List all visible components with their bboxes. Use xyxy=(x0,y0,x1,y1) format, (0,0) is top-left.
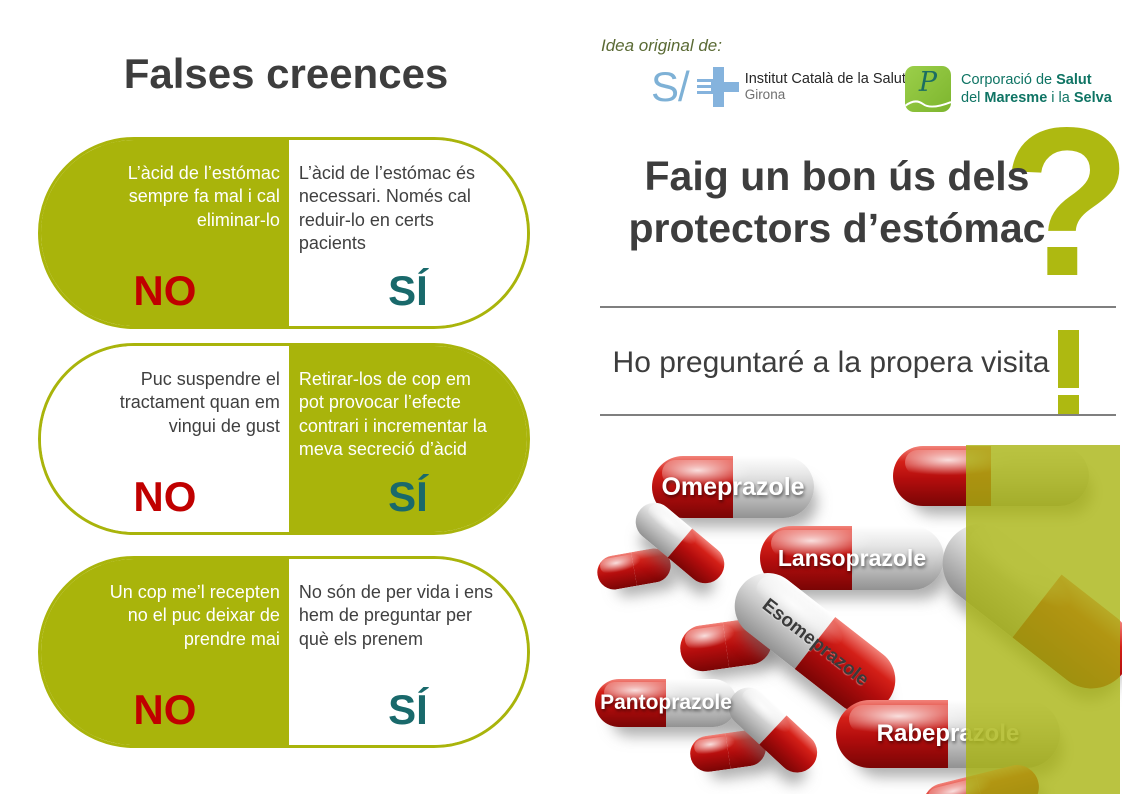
belief-3-myth: Un cop me’l recepten no el puc deixar de… xyxy=(41,559,289,745)
ask-next-visit-text: Ho preguntaré a la propera visita xyxy=(612,346,1050,379)
csms-p-glyph: P xyxy=(918,67,938,98)
pill-label: Pantoprazole xyxy=(600,691,732,714)
belief-1-fact-text: L’àcid de l’estómac és necessari. Només … xyxy=(298,163,475,254)
belief-3-myth-text: Un cop me’l recepten no el puc deixar de… xyxy=(109,582,280,649)
belief-3-no-label: NO xyxy=(133,686,197,733)
belief-1-fact: L’àcid de l’estómac és necessari. Només … xyxy=(288,140,527,326)
pill-lansoprazole: Lansoprazole xyxy=(760,526,944,590)
pill-pantoprazole: Pantoprazole xyxy=(595,679,737,727)
csms-name: Corporació de Salut del Maresme i la Sel… xyxy=(961,71,1112,106)
pill-label: Omeprazole xyxy=(661,472,805,501)
false-beliefs-title: Falses creences xyxy=(123,50,449,97)
belief-1-no-label: NO xyxy=(133,267,197,314)
belief-3-yes-label: SÍ xyxy=(388,686,428,733)
belief-3-fact: No són de per vida i ens hem de pregunta… xyxy=(288,559,527,745)
good-use-headline: Faig un bon ús dels protectors d’estómac xyxy=(628,153,1046,252)
green-overlay-strip xyxy=(966,445,1120,794)
belief-2-fact-text: Retirar-los de cop em pot provocar l’efe… xyxy=(298,369,487,460)
belief-capsule-1: L’àcid de l’estómac sempre fa mal i cal … xyxy=(38,137,530,329)
belief-1-yes-label: SÍ xyxy=(388,267,428,314)
belief-1-myth-text: L’àcid de l’estómac sempre fa mal i cal … xyxy=(127,163,280,230)
pill-label: Lansoprazole xyxy=(777,544,927,571)
ics-cross-icon xyxy=(696,67,739,107)
question-mark: ? xyxy=(1002,83,1122,320)
divider-line-bottom xyxy=(600,414,1116,416)
csms-leaf-icon: P xyxy=(905,66,951,112)
csms-logo: P Corporació de Salut del Maresme i la S… xyxy=(905,66,1112,112)
belief-2-myth: Puc suspendre el tractament quan em ving… xyxy=(41,346,289,532)
belief-3-fact-text: No són de per vida i ens hem de pregunta… xyxy=(298,582,493,649)
belief-2-myth-text: Puc suspendre el tractament quan em ving… xyxy=(119,369,280,436)
ics-girona-logo: S/ Institut Català de la Salut Girona xyxy=(651,66,906,108)
belief-2-yes-label: SÍ xyxy=(388,473,428,520)
belief-1-myth: L’àcid de l’estómac sempre fa mal i cal … xyxy=(41,140,289,326)
belief-capsule-3: Un cop me’l recepten no el puc deixar de… xyxy=(38,556,530,748)
exclamation-mark-dot xyxy=(1058,395,1079,414)
divider-line-top xyxy=(600,306,1116,308)
ics-region: Girona xyxy=(744,86,786,102)
ics-name: Institut Català de la Salut xyxy=(744,70,906,87)
csms-wave-icon xyxy=(905,100,951,108)
ics-slash-mark: S/ xyxy=(651,63,690,110)
belief-2-no-label: NO xyxy=(133,473,197,520)
belief-2-fact: Retirar-los de cop em pot provocar l’efe… xyxy=(288,346,527,532)
exclamation-mark xyxy=(1058,330,1079,388)
belief-capsule-2: Puc suspendre el tractament quan em ving… xyxy=(38,343,530,535)
original-idea-credit: Idea original de: xyxy=(601,36,722,55)
pill-omeprazole: Omeprazole xyxy=(652,456,814,518)
